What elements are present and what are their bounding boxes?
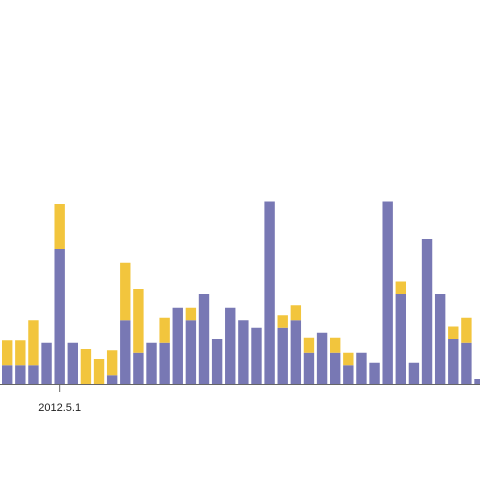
bar-series-b-2 <box>28 320 39 366</box>
bar-series-a-33 <box>434 294 446 384</box>
bar-series-a-34 <box>448 339 459 384</box>
bar-series-a-18 <box>238 320 249 384</box>
bar-series-a-8 <box>106 375 118 384</box>
bar-series-b-34 <box>448 326 459 339</box>
bar-series-b-8 <box>106 350 118 376</box>
bar-series-b-35 <box>461 317 472 343</box>
bar-series-a-36 <box>474 379 480 384</box>
bar-series-a-3 <box>41 342 52 384</box>
bar-series-a-11 <box>146 342 157 384</box>
bar-series-b-14 <box>185 307 197 321</box>
bar-series-b-23 <box>303 337 315 353</box>
bar-series-a-2 <box>28 365 39 384</box>
bars-group <box>2 201 480 384</box>
bar-series-a-19 <box>251 327 262 384</box>
bar-series-a-35 <box>461 342 472 384</box>
bar-series-a-1 <box>15 365 26 384</box>
bar-series-a-29 <box>382 201 393 384</box>
x-ticks-group: 2012.5.12012.6 <box>38 384 81 414</box>
bar-series-b-26 <box>343 352 354 366</box>
bar-series-b-12 <box>159 317 170 343</box>
bar-series-a-31 <box>408 362 420 384</box>
bar-series-b-4 <box>54 204 65 249</box>
bar-series-a-5 <box>67 342 78 384</box>
bar-series-b-1 <box>15 340 26 366</box>
bar-series-b-6 <box>80 349 92 384</box>
bar-series-b-21 <box>277 315 288 328</box>
bar-series-a-16 <box>211 339 223 384</box>
bar-series-a-0 <box>2 365 13 384</box>
x-tick-label-0: 2012.5.1 <box>38 402 81 414</box>
bar-series-a-15 <box>198 294 210 384</box>
bar-series-a-9 <box>120 320 131 384</box>
bar-series-a-17 <box>225 307 236 384</box>
bar-series-a-28 <box>369 362 380 384</box>
bar-series-a-14 <box>185 320 197 384</box>
bar-series-a-27 <box>356 352 367 384</box>
bar-series-a-12 <box>159 342 170 384</box>
bar-series-b-10 <box>133 289 144 353</box>
bar-series-b-22 <box>290 305 302 321</box>
bar-series-a-21 <box>277 327 288 384</box>
bar-series-a-32 <box>421 239 433 384</box>
bar-series-b-7 <box>93 359 105 384</box>
bar-series-b-30 <box>395 281 406 294</box>
bar-series-a-13 <box>172 307 183 384</box>
bar-series-a-30 <box>395 294 406 384</box>
bar-series-a-24 <box>316 332 328 384</box>
bar-series-a-20 <box>264 201 275 384</box>
bar-series-b-25 <box>330 337 341 353</box>
bar-series-a-22 <box>290 320 302 384</box>
bar-series-a-23 <box>303 352 315 384</box>
bar-series-a-4 <box>54 249 65 384</box>
bar-series-a-26 <box>343 365 354 384</box>
bar-series-a-25 <box>330 352 341 384</box>
bar-series-a-10 <box>133 352 144 384</box>
bar-series-b-0 <box>2 340 13 366</box>
bar-series-b-9 <box>120 262 131 321</box>
